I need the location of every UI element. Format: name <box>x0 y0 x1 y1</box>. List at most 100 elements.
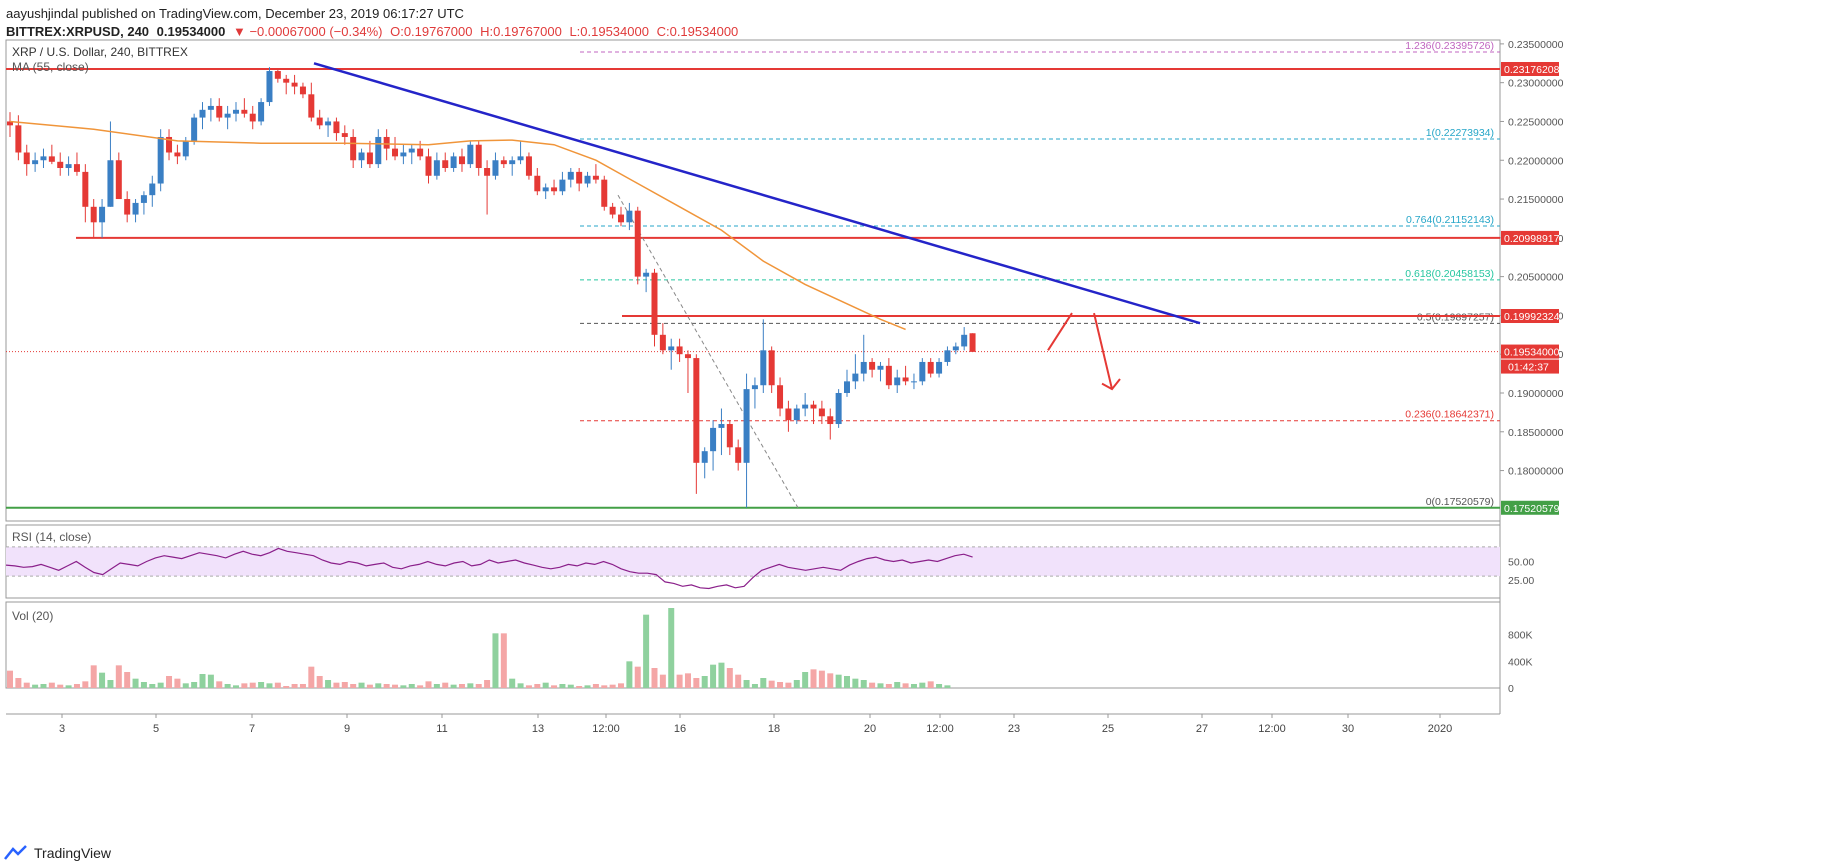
candle-body <box>325 121 332 126</box>
candle-body <box>500 160 507 165</box>
volume-bar <box>249 682 256 688</box>
volume-bar <box>885 684 892 688</box>
main-pane <box>5 39 1501 522</box>
rsi-band <box>6 546 1500 577</box>
volume-bar <box>743 680 750 688</box>
candle-body <box>40 156 47 161</box>
volume-bar <box>492 633 499 688</box>
candle-body <box>375 136 382 165</box>
volume-bar <box>375 683 382 688</box>
candle-body <box>910 381 917 383</box>
volume-bar <box>718 662 725 688</box>
volume-bar <box>450 684 457 688</box>
volume-bar <box>567 684 574 688</box>
volume-bar <box>325 680 332 688</box>
candle-body <box>592 175 599 180</box>
symbol-label: BITTREX:XRPUSD, 240 <box>6 24 150 39</box>
candle-body <box>107 160 114 207</box>
candle-body <box>601 179 608 207</box>
candle-body <box>475 144 482 169</box>
tradingview-logo[interactable]: TradingView <box>4 842 111 864</box>
candle-body <box>392 148 399 157</box>
volume-label: Vol (20) <box>12 609 53 623</box>
x-tick-label: 25 <box>1102 723 1114 735</box>
candle-body <box>551 187 558 192</box>
volume-bar <box>99 672 106 688</box>
candle-body <box>936 361 943 374</box>
volume-bar <box>760 678 767 688</box>
candle-body <box>266 71 273 103</box>
candle-body <box>693 358 700 463</box>
candle-body <box>576 171 583 184</box>
volume-bar <box>693 678 700 688</box>
countdown-tag <box>1501 359 1559 374</box>
volume-bar <box>827 673 834 688</box>
publish-info: aayushjindal published on TradingView.co… <box>6 6 464 21</box>
x-tick-label: 12:00 <box>926 723 954 735</box>
x-tick-label: 23 <box>1008 723 1020 735</box>
candle-body <box>299 86 306 95</box>
candle-body <box>366 152 373 165</box>
candle-body <box>634 210 641 277</box>
volume-bar <box>500 633 507 688</box>
x-tick-label: 27 <box>1196 723 1208 735</box>
candle-body <box>852 373 859 382</box>
x-tick-label: 20 <box>864 723 876 735</box>
volume-bar <box>484 680 491 688</box>
volume-bar <box>902 683 909 688</box>
volume-bar <box>383 684 390 688</box>
candle-body <box>15 125 22 153</box>
y-tick-label: 0.18000000 <box>1508 466 1564 478</box>
candle-body <box>718 424 725 428</box>
volume-pane <box>5 601 1501 689</box>
descending-trendline <box>313 62 1201 325</box>
volume-bar <box>643 614 650 688</box>
volume-tick-label: 0 <box>1508 683 1514 695</box>
volume-bar <box>350 684 357 688</box>
volume-bar <box>299 684 306 688</box>
candle-body <box>408 148 415 153</box>
volume-bar <box>392 684 399 688</box>
rsi-tick-label: 50.00 <box>1508 557 1534 569</box>
candle-body <box>433 160 440 176</box>
volume-bar <box>818 670 825 688</box>
volume-bar <box>207 674 214 688</box>
candle-body <box>651 272 658 335</box>
candle-body <box>57 161 64 169</box>
candle-body <box>149 183 156 196</box>
candle-body <box>810 404 817 409</box>
candle-body <box>517 156 524 161</box>
volume-bar <box>333 682 340 688</box>
volume-tick-label: 800K <box>1508 630 1533 642</box>
candle-body <box>23 152 30 165</box>
volume-bar <box>869 682 876 688</box>
volume-bar <box>651 668 658 688</box>
volume-bar <box>283 686 290 688</box>
candle-body <box>542 187 549 192</box>
x-tick-label: 16 <box>674 723 686 735</box>
volume-bar <box>710 664 717 688</box>
volume-bar <box>559 684 566 688</box>
volume-bar <box>735 674 742 688</box>
volume-bar <box>927 681 934 688</box>
candle-body <box>90 206 97 223</box>
volume-bar <box>601 685 608 688</box>
candle-body <box>358 152 365 161</box>
x-tick-label: 13 <box>532 723 544 735</box>
candle-body <box>140 195 147 203</box>
volume-bar <box>433 684 440 688</box>
candle-body <box>952 346 959 351</box>
candle-body <box>534 175 541 192</box>
volume-bar <box>944 685 951 688</box>
candle-body <box>425 156 432 176</box>
candle-body <box>668 346 675 351</box>
volume-bar <box>308 666 315 688</box>
volume-bar <box>442 682 449 688</box>
volume-tick-label: 400K <box>1508 656 1533 668</box>
candle-body <box>333 121 340 134</box>
volume-bar <box>258 682 265 688</box>
candle-body <box>835 392 842 425</box>
volume-bar <box>659 674 666 688</box>
volume-bar <box>107 680 114 688</box>
